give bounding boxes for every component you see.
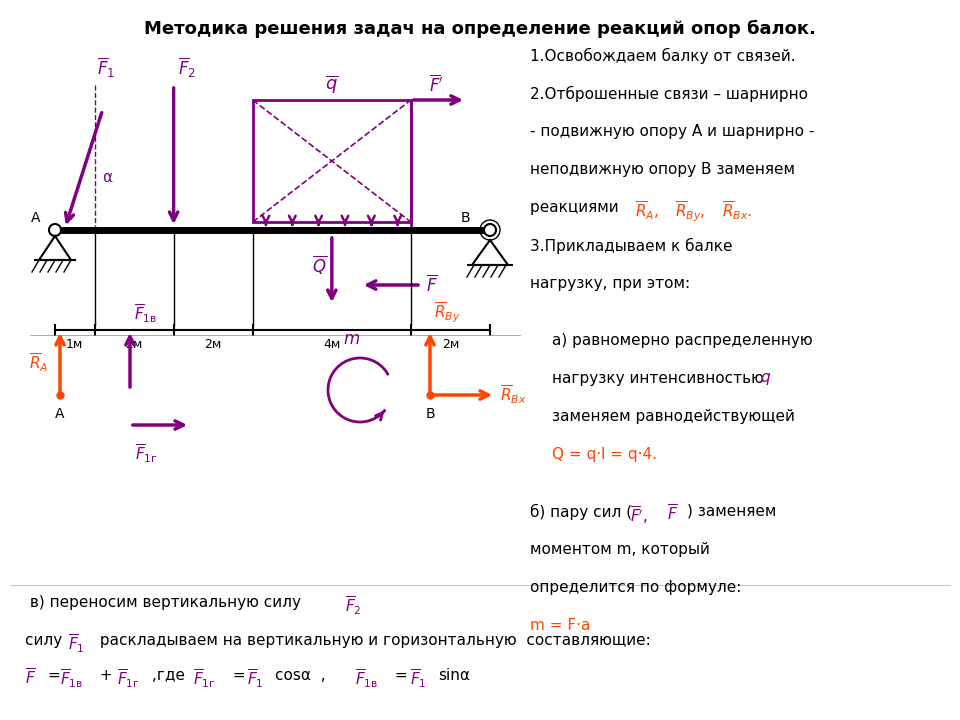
Text: $\overline{F}'$: $\overline{F}'$ [429,74,444,95]
Text: $\overline{F}_2$: $\overline{F}_2$ [345,595,362,618]
Text: $\overline{R}_{By}$: $\overline{R}_{By}$ [434,301,461,325]
Text: $\overline{F}_1$: $\overline{F}_1$ [247,668,264,690]
Text: 2м: 2м [442,338,459,351]
Text: $\overline{F}',$: $\overline{F}',$ [630,504,648,526]
Text: A: A [31,211,40,225]
Circle shape [484,224,496,236]
Text: A: A [56,407,64,421]
Text: в) переносим вертикальную силу: в) переносим вертикальную силу [25,595,306,610]
Text: $\overline{F}_{1\text{в}}$: $\overline{F}_{1\text{в}}$ [134,302,157,325]
Text: sinα: sinα [438,668,470,683]
Text: $q$: $q$ [760,371,771,387]
Text: $\overline{R}_{By},$: $\overline{R}_{By},$ [675,200,706,225]
Text: =: = [228,668,251,683]
Text: $\overline{F}$: $\overline{F}$ [25,668,36,688]
Text: B: B [425,407,435,421]
Text: $\overline{F}_{1\text{в}}$: $\overline{F}_{1\text{в}}$ [355,668,378,690]
Text: $\overline{F}_{1\text{г}}$: $\overline{F}_{1\text{г}}$ [193,668,216,690]
Text: Q = q·l = q·4.: Q = q·l = q·4. [552,447,657,462]
Text: $\overline{R}_{Bx}.$: $\overline{R}_{Bx}.$ [722,200,752,222]
Text: - подвижную опору А и шарнирно -: - подвижную опору А и шарнирно - [530,124,814,139]
Text: =: = [390,668,413,683]
Text: $\overline{F}_2$: $\overline{F}_2$ [178,56,196,80]
Text: моментом m, который: моментом m, который [530,542,709,557]
Text: $\overline{F}_1$: $\overline{F}_1$ [410,668,426,690]
Text: m: m [344,330,360,348]
Text: б) пару сил (: б) пару сил ( [530,504,632,520]
Text: 2.Отброшенные связи – шарнирно: 2.Отброшенные связи – шарнирно [530,86,808,102]
Text: 4м: 4м [324,338,341,351]
Text: ,где: ,где [152,668,195,683]
Text: $\overline{F}_1$: $\overline{F}_1$ [97,56,114,80]
Text: силу: силу [25,633,67,648]
Circle shape [49,224,61,236]
Text: $\overline{F}$: $\overline{F}$ [667,504,678,524]
Text: $\overline{R}_A,$: $\overline{R}_A,$ [635,200,659,222]
Text: $\overline{F}_{1\text{г}}$: $\overline{F}_{1\text{г}}$ [117,668,140,690]
Text: 1.Освобождаем балку от связей.: 1.Освобождаем балку от связей. [530,48,796,64]
Text: нагрузку, при этом:: нагрузку, при этом: [530,276,690,291]
Text: m = F·a: m = F·a [530,618,590,633]
Text: 2м: 2м [204,338,222,351]
Text: 1м: 1м [66,338,84,351]
Text: $\overline{F}$: $\overline{F}$ [426,274,438,295]
Text: $\overline{F}_{1\text{г}}$: $\overline{F}_{1\text{г}}$ [135,443,157,466]
Text: 3.Прикладываем к балке: 3.Прикладываем к балке [530,238,732,254]
Text: $\overline{R}_A$: $\overline{R}_A$ [29,352,48,374]
Text: реакциями: реакциями [530,200,623,215]
Text: +: + [95,668,117,683]
Text: cosα  ,: cosα , [275,668,340,683]
Text: $\overline{R}_{Bx}$: $\overline{R}_{Bx}$ [500,384,526,406]
Text: неподвижную опору В заменяем: неподвижную опору В заменяем [530,162,795,177]
Bar [252,100,411,222]
Text: $\overline{q}$: $\overline{q}$ [325,73,339,95]
Text: а) равномерно распределенную: а) равномерно распределенную [552,333,812,348]
Text: $\overline{Q}$: $\overline{Q}$ [312,253,326,276]
Text: 2м: 2м [126,338,143,351]
Text: $\overline{F}_{1\text{в}}$: $\overline{F}_{1\text{в}}$ [60,668,84,690]
Text: раскладываем на вертикальную и горизонтальную  составляющие:: раскладываем на вертикальную и горизонта… [95,633,651,648]
Text: =: = [47,668,60,683]
Text: ) заменяем: ) заменяем [687,504,777,519]
Text: определится по формуле:: определится по формуле: [530,580,741,595]
Text: B: B [461,211,470,225]
Text: $\overline{F}_1$: $\overline{F}_1$ [68,633,84,655]
Text: нагрузку интенсивностью: нагрузку интенсивностью [552,371,769,386]
Text: α: α [103,170,112,185]
Text: Методика решения задач на определение реакций опор балок.: Методика решения задач на определение ре… [144,20,816,38]
Text: заменяем равнодействующей: заменяем равнодействующей [552,409,795,424]
